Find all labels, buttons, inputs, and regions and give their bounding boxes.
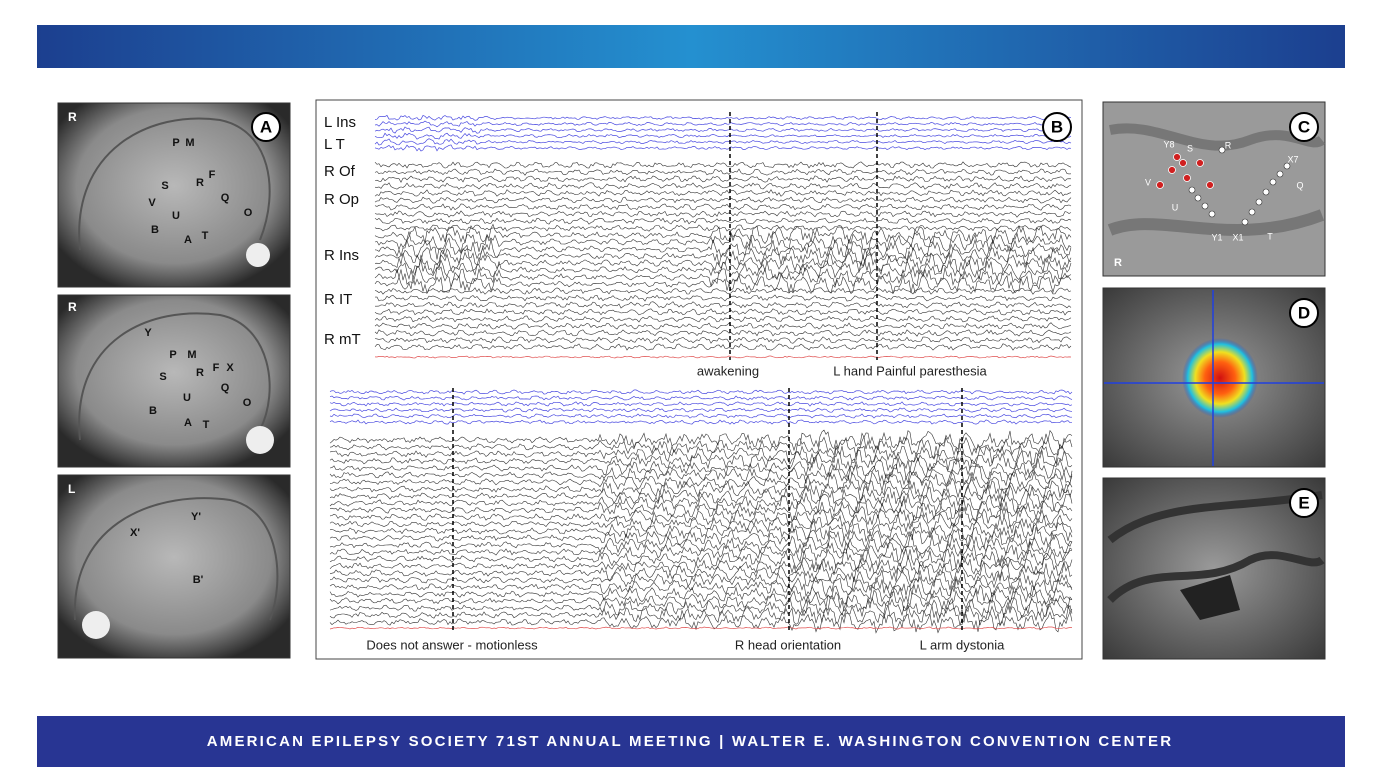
contact-white <box>1263 189 1269 195</box>
contact-label: U <box>1172 202 1179 212</box>
contact-label: Q <box>1296 180 1303 190</box>
panel-label: A <box>260 117 272 136</box>
contact-red <box>1207 182 1214 189</box>
electrode-label: A <box>184 234 192 246</box>
electrode-label: M <box>187 349 196 361</box>
contact-white <box>1189 187 1195 193</box>
electrode-label: P <box>172 137 179 149</box>
panel-label: D <box>1298 303 1310 322</box>
contact-red <box>1197 160 1204 167</box>
electrode-label: Q <box>221 192 230 204</box>
contact-label: V <box>1145 177 1151 187</box>
contact-red <box>1180 160 1187 167</box>
top-banner <box>37 25 1345 68</box>
contact-white <box>1256 199 1262 205</box>
contact-white <box>1242 219 1248 225</box>
footer-text: AMERICAN EPILEPSY SOCIETY 71ST ANNUAL ME… <box>207 733 1174 750</box>
contact-white <box>1277 171 1283 177</box>
eye <box>82 611 110 639</box>
contact-white <box>1249 209 1255 215</box>
electrode-label: Y' <box>191 511 201 523</box>
electrode-label: O <box>243 397 252 409</box>
channel-label: R Of <box>324 163 356 180</box>
eye <box>246 243 270 267</box>
contact-label: T <box>1267 231 1273 241</box>
panel-label: E <box>1298 493 1309 512</box>
channel-label: R Ins <box>324 247 359 264</box>
electrode-label: P <box>169 349 176 361</box>
electrode-label: X <box>226 362 234 374</box>
electrode-label: Q <box>221 382 230 394</box>
channel-label: R IT <box>324 291 352 308</box>
event-label: Does not answer - motionless <box>366 637 538 652</box>
contact-white <box>1209 211 1215 217</box>
electrode-label: A <box>184 417 192 429</box>
contact-label: Y8 <box>1163 139 1174 149</box>
contact-white <box>1270 179 1276 185</box>
electrode-label: B <box>149 405 157 417</box>
contact-red <box>1184 175 1191 182</box>
electrode-label: R <box>196 177 204 189</box>
side-label: R <box>68 300 77 314</box>
contact-label: X1 <box>1232 232 1243 242</box>
channel-label: R mT <box>324 331 361 348</box>
contact-label: X7 <box>1287 154 1298 164</box>
contact-red <box>1174 154 1181 161</box>
electrode-label: S <box>161 180 168 192</box>
eye <box>246 426 274 454</box>
side-label: R <box>1114 257 1122 269</box>
channel-label: L Ins <box>324 114 356 131</box>
electrode-label: U <box>172 210 180 222</box>
panel-label: B <box>1051 117 1063 136</box>
electrode-label: F <box>213 362 220 374</box>
contact-white <box>1202 203 1208 209</box>
side-label: R <box>68 110 77 124</box>
electrode-label: V <box>148 197 156 209</box>
side-label: L <box>68 482 75 496</box>
panel-label: C <box>1298 117 1310 136</box>
electrode-label: U <box>183 392 191 404</box>
electrode-label: O <box>244 207 253 219</box>
channel-label: L T <box>324 136 345 153</box>
event-label: L arm dystonia <box>920 637 1006 652</box>
electrode-label: B <box>151 224 159 236</box>
electrode-label: M <box>185 137 194 149</box>
event-label: awakening <box>697 363 759 378</box>
slide: ABCDERPMSRFVUQOBATRYPMSRFXUQOBATLX'Y'B'L… <box>0 0 1380 770</box>
contact-label: R <box>1225 140 1232 150</box>
contact-red <box>1157 182 1164 189</box>
electrode-label: X' <box>130 527 140 539</box>
electrode-label: B' <box>193 574 204 586</box>
channel-label: R Op <box>324 191 359 208</box>
event-label: R head orientation <box>735 637 841 652</box>
event-label: L hand Painful paresthesia <box>833 363 987 378</box>
electrode-label: R <box>196 367 204 379</box>
contact-label: Y1 <box>1211 232 1222 242</box>
electrode-label: F <box>209 169 216 181</box>
heat-blob <box>1182 338 1258 418</box>
contact-white <box>1195 195 1201 201</box>
contact-label: S <box>1187 143 1193 153</box>
electrode-label: S <box>159 371 166 383</box>
electrode-label: T <box>202 230 209 242</box>
contact-red <box>1169 167 1176 174</box>
electrode-label: T <box>203 419 210 431</box>
electrode-label: Y <box>144 327 152 339</box>
